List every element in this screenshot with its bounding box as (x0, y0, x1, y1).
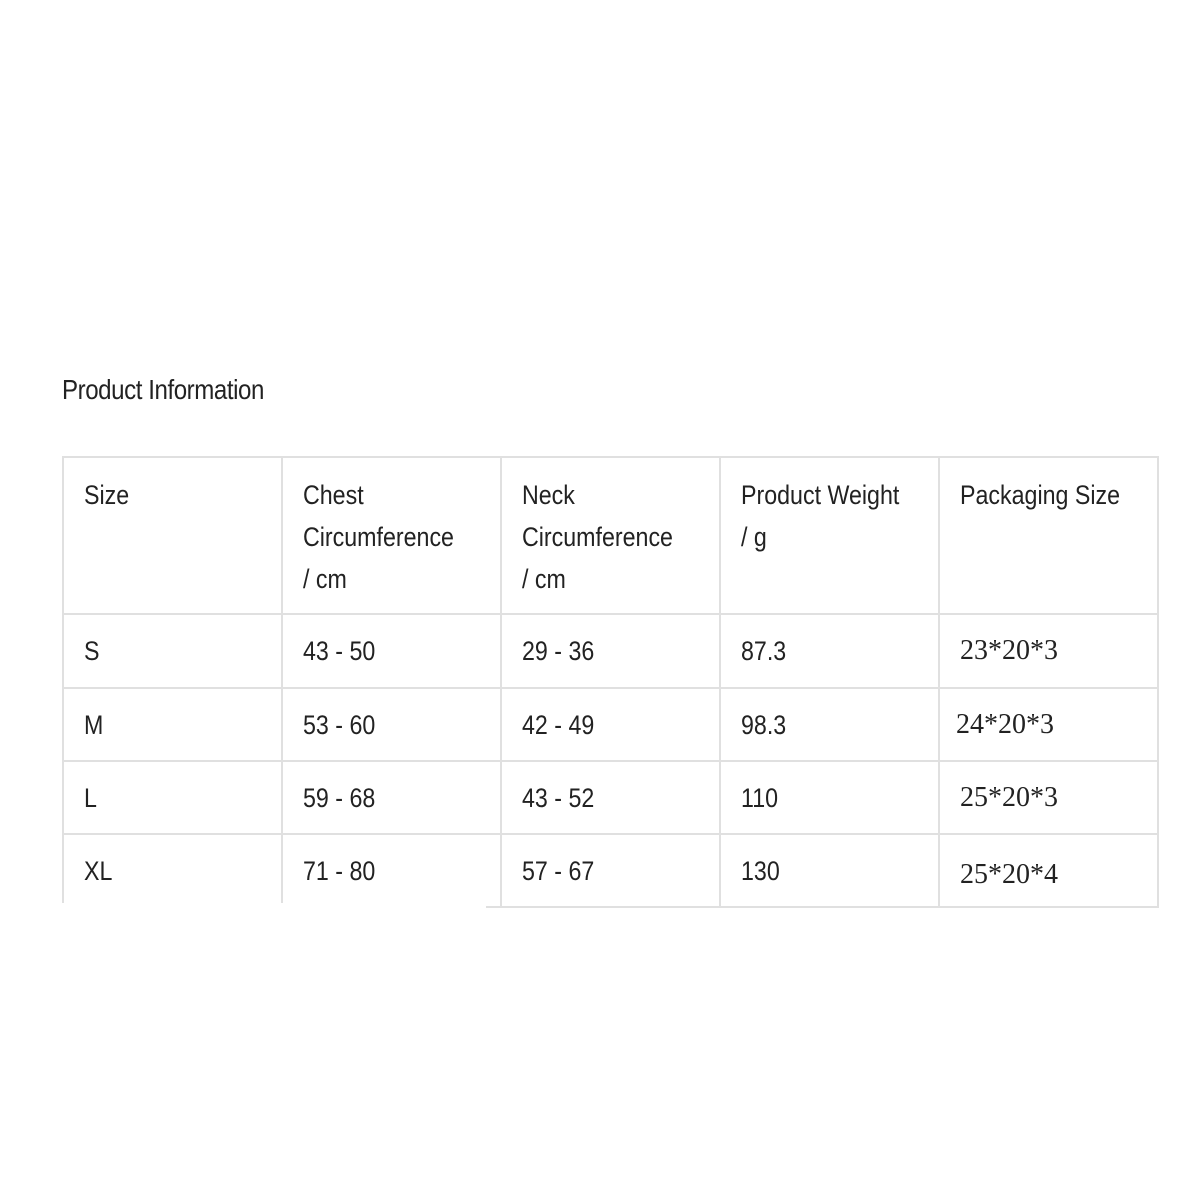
section-title: Product Information (62, 374, 264, 405)
header-cell: / g (741, 522, 767, 552)
size-cell: S (84, 636, 100, 666)
table-border (62, 760, 1159, 762)
table-border (281, 456, 283, 903)
table-cell: 23*20*3 (960, 635, 1058, 666)
header-cell: Chest (303, 480, 364, 510)
table-border (1157, 456, 1159, 908)
header-cell: Circumference (522, 522, 673, 552)
table-border (500, 456, 502, 908)
table-cell: 130 (741, 856, 780, 886)
table-cell: 71 - 80 (303, 856, 376, 886)
size-cell: M (84, 710, 104, 740)
table-cell: 57 - 67 (522, 856, 595, 886)
table-cell: 24*20*3 (956, 709, 1054, 740)
table-cell: 53 - 60 (303, 710, 376, 740)
table-border (938, 456, 940, 908)
table-border (62, 456, 1159, 458)
table-border (62, 687, 1159, 689)
table-cell: 25*20*4 (960, 859, 1058, 890)
table-cell: 25*20*3 (960, 782, 1058, 813)
header-cell: Packaging Size (960, 480, 1121, 510)
table-border (486, 906, 1159, 908)
table-cell: 43 - 50 (303, 636, 376, 666)
header-cell: Neck (522, 480, 575, 510)
table-border (62, 456, 64, 903)
header-cell: / cm (522, 564, 566, 594)
header-cell: Circumference (303, 522, 454, 552)
table-cell: 29 - 36 (522, 636, 595, 666)
header-cell: Product Weight (741, 480, 900, 510)
table-border (62, 613, 1159, 615)
table-border (719, 456, 721, 908)
table-cell: 110 (741, 783, 779, 813)
size-cell: L (84, 783, 97, 813)
header-cell: / cm (303, 564, 347, 594)
table-cell: 87.3 (741, 636, 787, 666)
table-border (62, 833, 1159, 835)
product-info-table: Size Chest Circumference / cm Neck Circumfere… (62, 456, 1159, 908)
table-cell: 43 - 52 (522, 783, 595, 813)
table-cell: 98.3 (741, 710, 787, 740)
table-cell: 59 - 68 (303, 783, 376, 813)
size-cell: XL (84, 856, 113, 886)
table-cell: 42 - 49 (522, 710, 595, 740)
header-cell: Size (84, 480, 130, 510)
